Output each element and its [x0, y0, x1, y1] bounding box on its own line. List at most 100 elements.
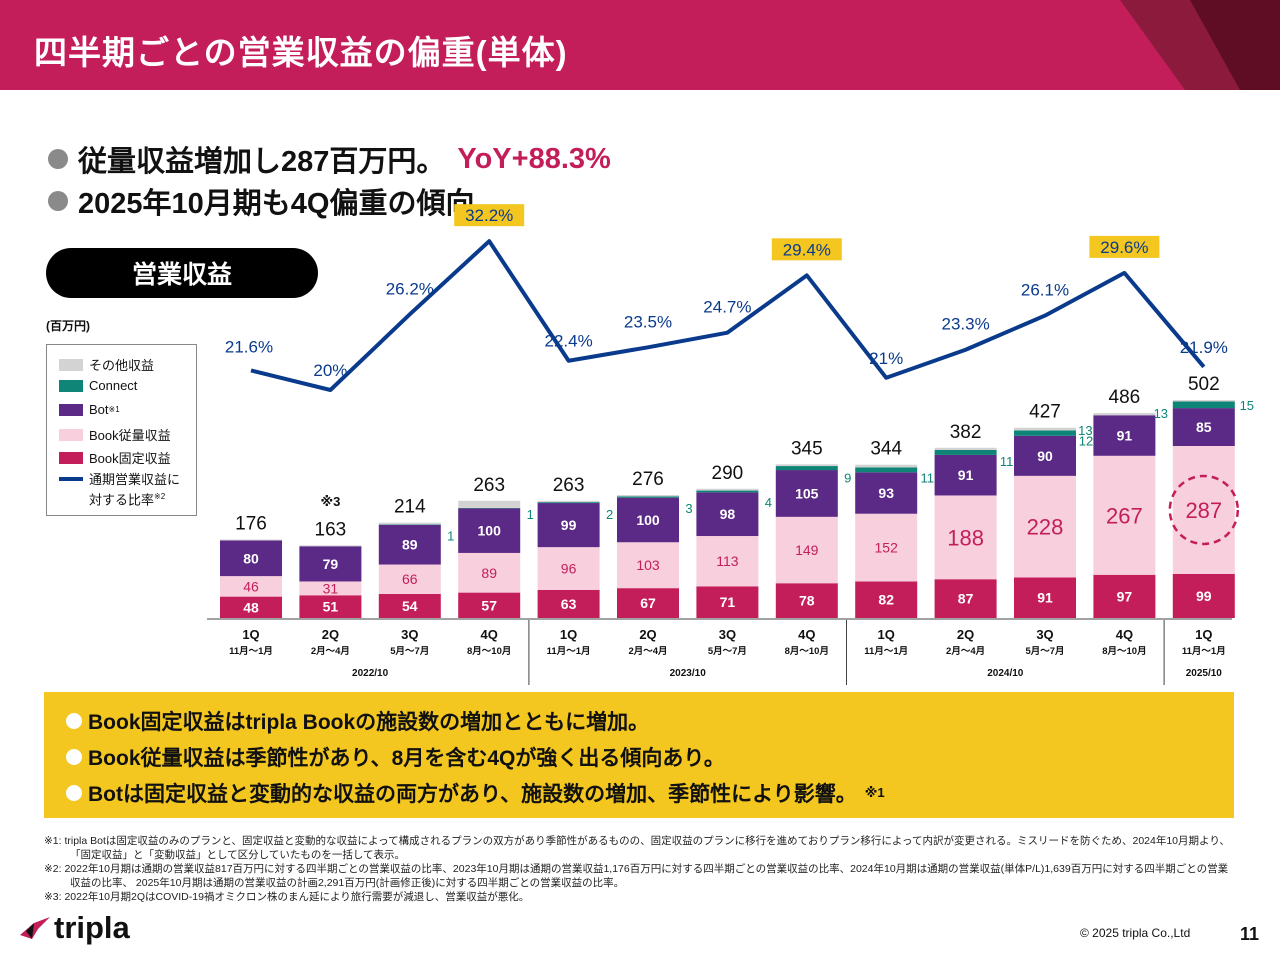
bar-total-label: 276 — [632, 469, 664, 490]
bar-segment-4 — [1172, 400, 1235, 402]
legend-item: 通期営業収益に 対する比率※2 — [59, 471, 180, 508]
bar-segment-book0 — [855, 581, 918, 618]
page-title: 四半期ごとの営業収益の偏重(単体) — [34, 34, 568, 71]
ratio-label: 22.4% — [544, 332, 592, 351]
ratio-highlight-box — [1089, 235, 1160, 258]
x-tick-sublabel: 8月～10月 — [785, 646, 829, 657]
x-tick-label: 1Q — [878, 627, 895, 642]
legend-item: Book従量収益 — [59, 425, 171, 444]
bar-value-label: 91 — [1117, 428, 1133, 444]
legend-swatch — [59, 428, 83, 441]
connect-value-label: 1 — [447, 529, 454, 544]
bar-total-label: 345 — [791, 438, 823, 459]
header-decoration — [1120, 0, 1280, 90]
logo-text: tripla — [54, 910, 130, 945]
bar-segment-connect3 — [617, 496, 679, 498]
bar-segment-bot2 — [378, 524, 441, 565]
bar-total-label: 486 — [1109, 387, 1141, 408]
x-tick-sublabel: 2月～4月 — [628, 646, 667, 657]
bar-segment-bot2 — [934, 454, 997, 496]
legend-item: Bot ※1 — [59, 402, 120, 417]
bar-segment-book0 — [1014, 577, 1076, 618]
bar-total-label: 263 — [553, 475, 585, 496]
x-tick-label: 3Q — [401, 627, 418, 642]
bar-segment-4 — [1093, 413, 1156, 416]
footnote: ※2: 2022年10月期は通期の営業収益817百万円に対する四半期ごとの営業収… — [44, 863, 1229, 889]
connect-value-label: 13 — [1154, 406, 1168, 421]
legend-line-swatch — [59, 477, 83, 481]
connect-value-label: 2 — [606, 507, 613, 522]
bar-total-label: 502 — [1188, 374, 1220, 395]
bar-segment-connect3 — [855, 467, 918, 473]
bar-segment-book0 — [775, 583, 838, 618]
bar-segment-book1 — [1172, 445, 1235, 574]
connect-value-label: 4 — [765, 495, 772, 510]
bar-segment-bot2 — [1172, 408, 1235, 446]
bar-segment-book0 — [220, 596, 282, 618]
bar-segment-4 — [299, 545, 362, 547]
bar-segment-book0 — [934, 579, 997, 618]
connect-value-label: 13 — [1078, 423, 1092, 438]
bar-value-label: 87 — [958, 591, 974, 607]
connect-value-label: 1 — [527, 507, 534, 522]
summary-text: Botは固定収益と変動的な収益の両方があり、施設数の増加、季節性により影響。 — [88, 783, 857, 806]
bar-segment-4 — [696, 488, 759, 491]
x-tick-sublabel: 8月～10月 — [467, 646, 511, 657]
x-tick-label: 1Q — [1195, 627, 1212, 642]
headline-highlight: YoY+88.3% — [457, 142, 611, 175]
bar-value-label: 287 — [1185, 498, 1222, 523]
legend-label: 通期営業収益に 対する比率※2 — [89, 471, 180, 508]
ratio-label: 32.2% — [465, 206, 513, 225]
bar-value-label: 51 — [323, 599, 339, 615]
bar-segment-bot2 — [458, 508, 521, 553]
legend-label: Book固定収益 — [89, 451, 171, 466]
summary-text: Book従量収益は季節性があり、8月を含む4Qが強く出る傾向あり。 — [88, 747, 725, 770]
ratio-label: 29.6% — [1100, 238, 1148, 257]
fiscal-year-label: 2025/10 — [1186, 668, 1223, 679]
legend-item: その他収益 — [59, 355, 154, 374]
ratio-highlight-box — [454, 204, 525, 227]
bar-segment-book1 — [617, 542, 679, 589]
ratio-label: 26.2% — [386, 279, 434, 298]
bar-segment-bot2 — [855, 472, 918, 514]
bar-segment-bot2 — [299, 546, 362, 582]
connect-value-label: 11 — [1000, 454, 1014, 469]
x-tick-sublabel: 5月～7月 — [708, 646, 747, 657]
bar-segment-book1 — [378, 564, 441, 594]
legend-label-line2: 対する比率 — [89, 492, 155, 508]
bullet-dot-icon — [48, 191, 68, 211]
bar-value-label: 105 — [795, 485, 819, 501]
fiscal-year-label: 2024/10 — [987, 668, 1024, 679]
bar-value-label: 267 — [1106, 503, 1143, 528]
legend-label: Connect — [89, 378, 138, 393]
x-tick-label: 3Q — [719, 627, 736, 642]
bar-segment-book1 — [696, 536, 759, 587]
x-tick-sublabel: 2月～4月 — [946, 646, 985, 657]
x-tick-label: 4Q — [481, 627, 498, 642]
bar-segment-bot2 — [617, 497, 679, 543]
bar-value-label: 93 — [878, 485, 894, 501]
ratio-label: 23.5% — [624, 312, 672, 331]
bar-value-label: 100 — [478, 523, 502, 539]
bar-value-label: 89 — [402, 537, 418, 553]
bar-segment-book1 — [855, 513, 918, 582]
bar-segment-connect3 — [934, 450, 997, 455]
bar-segment-book0 — [696, 586, 759, 618]
connect-value-label: 3 — [685, 501, 692, 516]
bar-segment-4 — [617, 495, 679, 497]
bar-segment-book1 — [1014, 475, 1076, 578]
bar-segment-4 — [775, 464, 838, 467]
x-tick-sublabel: 5月～7月 — [1025, 646, 1064, 657]
bar-value-label: 152 — [875, 540, 899, 556]
ratio-label: 29.4% — [783, 240, 831, 259]
bar-segment-book1 — [458, 552, 521, 593]
ratio-label: 24.7% — [703, 298, 751, 317]
bar-value-label: 99 — [561, 517, 577, 533]
bar-segment-bot2 — [1014, 435, 1076, 476]
legend-sup: ※1 — [108, 405, 120, 414]
legend-label-line1: 通期営業収益に — [89, 472, 181, 487]
connect-value-label: 12 — [1079, 434, 1093, 449]
bar-value-label: 46 — [243, 578, 259, 594]
bar-value-label: 54 — [402, 598, 418, 614]
bar-value-label: 66 — [402, 571, 418, 587]
